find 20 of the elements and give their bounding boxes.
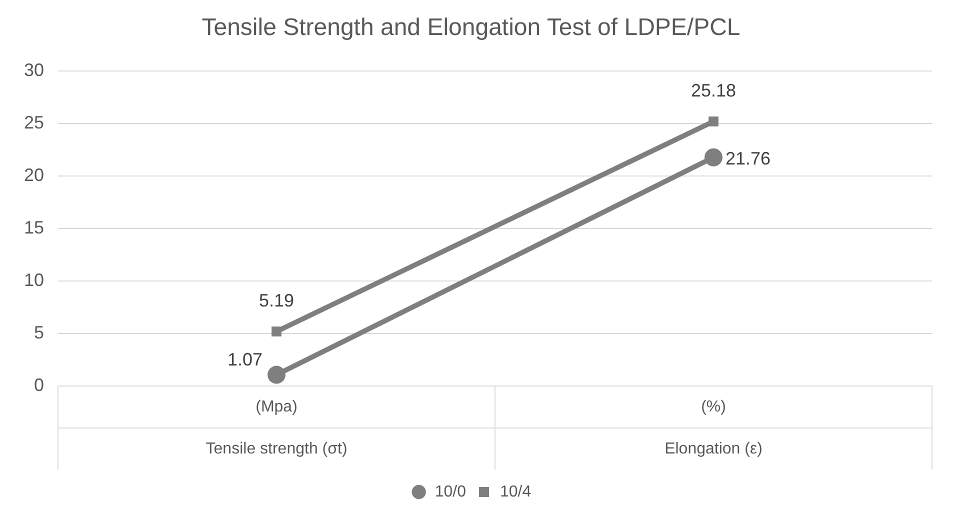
point — [272, 326, 282, 336]
category-label: (Mpa) Tensile strength (σt) — [206, 398, 348, 458]
data-label: 1.07 — [227, 350, 263, 370]
point — [268, 366, 286, 384]
y-tick-label: 0 — [34, 374, 44, 395]
y-tick-label: 10 — [24, 270, 44, 290]
y-tick-label: 15 — [24, 217, 44, 238]
y-tick-label: 5 — [34, 322, 44, 342]
point — [708, 116, 718, 126]
data-label: 21.76 — [726, 148, 771, 168]
data-label: 5.19 — [258, 290, 294, 310]
y-tick-label: 20 — [24, 164, 44, 185]
y-tick-label: 25 — [24, 112, 44, 132]
y-tick-label: 30 — [24, 60, 44, 80]
chart-title: Tensile Strength and Elongation Test of LDPE/PCL — [202, 14, 740, 42]
point — [704, 148, 723, 166]
legend-label: 10/0 — [434, 483, 466, 500]
data-label: 25.18 — [690, 80, 736, 100]
category-label: (%) Elongation (ε) — [664, 398, 762, 458]
legend-label: 10/4 — [500, 483, 532, 500]
